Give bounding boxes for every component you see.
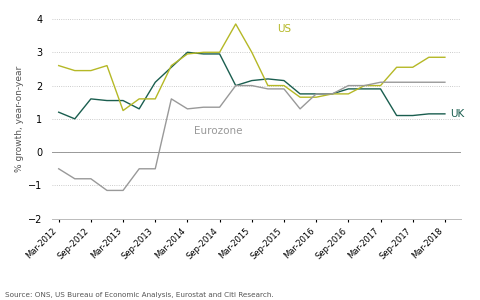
Text: Source: ONS, US Bureau of Economic Analysis, Eurostat and Citi Research.: Source: ONS, US Bureau of Economic Analy… (5, 292, 274, 298)
Y-axis label: % growth, year-on-year: % growth, year-on-year (15, 66, 24, 172)
Text: Eurozone: Eurozone (194, 126, 242, 136)
Text: US: US (277, 24, 292, 34)
Text: UK: UK (450, 109, 464, 119)
